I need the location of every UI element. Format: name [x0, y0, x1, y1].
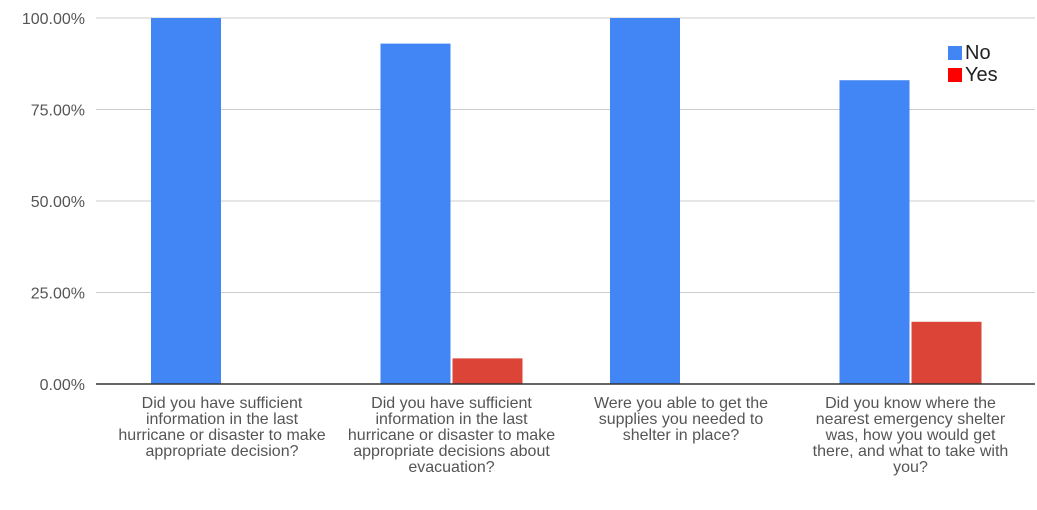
bar-yes	[452, 358, 523, 384]
legend: No Yes	[948, 42, 998, 86]
y-tick-label: 100.00%	[22, 11, 85, 28]
y-axis: 0.00% 25.00% 50.00% 75.00% 100.00%	[22, 11, 85, 394]
y-tick-label: 25.00%	[31, 286, 85, 303]
legend-swatch-yes	[948, 68, 962, 82]
legend-label-no: No	[965, 41, 991, 64]
x-category-label: Did you know where the nearest emergency…	[812, 395, 1009, 476]
legend-swatch-no	[948, 46, 962, 60]
bar-no	[839, 80, 910, 384]
legend-item-no: No	[948, 42, 998, 64]
y-tick-label: 50.00%	[31, 194, 85, 211]
x-category-label: Did you have sufficient information in t…	[118, 395, 326, 460]
bar-no	[380, 43, 451, 385]
bar-yes	[911, 321, 982, 384]
x-category-label: Were you able to get the supplies you ne…	[593, 395, 769, 444]
legend-item-yes: Yes	[948, 64, 998, 86]
y-tick-label: 75.00%	[31, 103, 85, 120]
x-category-label: Did you have sufficient information in t…	[347, 395, 556, 476]
bar-no	[610, 18, 680, 384]
legend-label-yes: Yes	[965, 63, 998, 86]
y-tick-label: 0.00%	[40, 377, 85, 394]
bar-no	[151, 18, 221, 384]
bars	[151, 18, 982, 385]
